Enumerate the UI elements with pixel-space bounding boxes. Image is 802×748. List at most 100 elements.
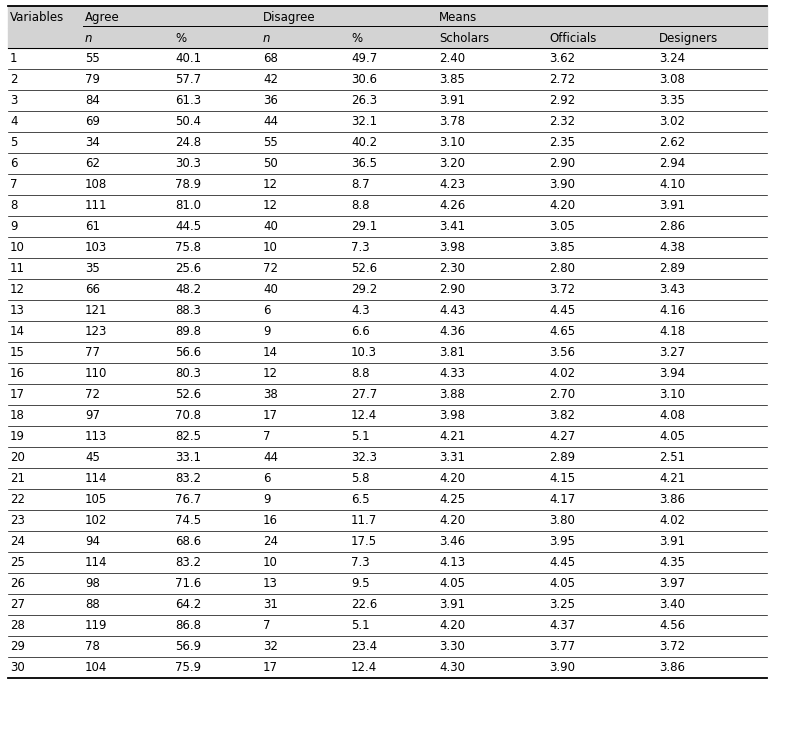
Text: 15: 15: [10, 346, 25, 359]
Text: 76.7: 76.7: [175, 493, 201, 506]
Text: %: %: [175, 31, 186, 44]
Text: 17.5: 17.5: [350, 535, 377, 548]
Bar: [8, 531, 766, 552]
Bar: [8, 384, 766, 405]
Text: 4.45: 4.45: [549, 304, 574, 317]
Text: Designers: Designers: [658, 31, 717, 44]
Text: 3.05: 3.05: [549, 220, 574, 233]
Text: 12.4: 12.4: [350, 409, 377, 422]
Text: 81.0: 81.0: [175, 199, 200, 212]
Text: 104: 104: [85, 661, 107, 674]
Text: 8.7: 8.7: [350, 178, 369, 191]
Bar: [8, 195, 766, 216]
Bar: [8, 405, 766, 426]
Text: Means: Means: [439, 10, 476, 23]
Text: 40: 40: [263, 283, 277, 296]
Text: 3.91: 3.91: [658, 199, 684, 212]
Text: 2.35: 2.35: [549, 136, 574, 149]
Text: 98: 98: [85, 577, 99, 590]
Bar: [8, 111, 766, 132]
Text: 12: 12: [263, 367, 277, 380]
Text: 31: 31: [263, 598, 277, 611]
Text: 4.20: 4.20: [439, 619, 464, 632]
Text: 3.98: 3.98: [439, 409, 464, 422]
Text: 97: 97: [85, 409, 100, 422]
Text: 121: 121: [85, 304, 107, 317]
Text: 16: 16: [263, 514, 277, 527]
Text: 3.82: 3.82: [549, 409, 574, 422]
Text: 12.4: 12.4: [350, 661, 377, 674]
Text: 7.3: 7.3: [350, 556, 369, 569]
Text: 36: 36: [263, 94, 277, 107]
Text: 19: 19: [10, 430, 25, 443]
Text: 28: 28: [10, 619, 25, 632]
Text: 84: 84: [85, 94, 99, 107]
Text: 4.10: 4.10: [658, 178, 684, 191]
Text: 3.78: 3.78: [439, 115, 464, 128]
Text: 3.40: 3.40: [658, 598, 684, 611]
Text: 7: 7: [263, 430, 270, 443]
Text: Officials: Officials: [549, 31, 596, 44]
Text: 68.6: 68.6: [175, 535, 200, 548]
Text: 3.90: 3.90: [549, 178, 574, 191]
Text: 40.2: 40.2: [350, 136, 377, 149]
Bar: [8, 258, 766, 279]
Text: 114: 114: [85, 556, 107, 569]
Bar: [8, 69, 766, 90]
Text: 4: 4: [10, 115, 18, 128]
Text: 3.91: 3.91: [439, 598, 464, 611]
Bar: [8, 153, 766, 174]
Bar: [8, 489, 766, 510]
Text: 24: 24: [263, 535, 277, 548]
Text: %: %: [350, 31, 362, 44]
Text: 4.43: 4.43: [439, 304, 464, 317]
Text: 29.2: 29.2: [350, 283, 377, 296]
Text: 75.9: 75.9: [175, 661, 200, 674]
Bar: [8, 237, 766, 258]
Text: 4.45: 4.45: [549, 556, 574, 569]
Text: 69: 69: [85, 115, 100, 128]
Text: 5: 5: [10, 136, 18, 149]
Text: 55: 55: [85, 52, 99, 65]
Text: 23: 23: [10, 514, 25, 527]
Text: 32.3: 32.3: [350, 451, 376, 464]
Text: 6: 6: [263, 304, 270, 317]
Text: 13: 13: [263, 577, 277, 590]
Text: 77: 77: [85, 346, 100, 359]
Text: 3.35: 3.35: [658, 94, 684, 107]
Text: 4.21: 4.21: [439, 430, 464, 443]
Text: 3.62: 3.62: [549, 52, 574, 65]
Bar: [8, 48, 766, 69]
Text: 6.6: 6.6: [350, 325, 369, 338]
Text: 74.5: 74.5: [175, 514, 200, 527]
Text: 71.6: 71.6: [175, 577, 201, 590]
Text: 4.56: 4.56: [658, 619, 684, 632]
Text: 2.90: 2.90: [549, 157, 574, 170]
Text: 2.62: 2.62: [658, 136, 684, 149]
Text: 52.6: 52.6: [350, 262, 377, 275]
Bar: [8, 657, 766, 678]
Text: Disagree: Disagree: [263, 10, 315, 23]
Text: 3.24: 3.24: [658, 52, 684, 65]
Text: 11.7: 11.7: [350, 514, 377, 527]
Text: 4.08: 4.08: [658, 409, 684, 422]
Text: 16: 16: [10, 367, 25, 380]
Text: 42: 42: [263, 73, 277, 86]
Text: 3.10: 3.10: [439, 136, 464, 149]
Text: 2: 2: [10, 73, 18, 86]
Text: 32: 32: [263, 640, 277, 653]
Text: 3.72: 3.72: [658, 640, 684, 653]
Text: 52.6: 52.6: [175, 388, 200, 401]
Bar: [8, 216, 766, 237]
Text: 4.02: 4.02: [658, 514, 684, 527]
Bar: [8, 573, 766, 594]
Text: 3.02: 3.02: [658, 115, 684, 128]
Text: 2.89: 2.89: [658, 262, 684, 275]
Text: 3.86: 3.86: [658, 661, 684, 674]
Bar: [8, 426, 766, 447]
Text: 79: 79: [85, 73, 100, 86]
Text: 4.30: 4.30: [439, 661, 464, 674]
Text: 10.3: 10.3: [350, 346, 376, 359]
Text: 40.1: 40.1: [175, 52, 200, 65]
Text: 66: 66: [85, 283, 100, 296]
